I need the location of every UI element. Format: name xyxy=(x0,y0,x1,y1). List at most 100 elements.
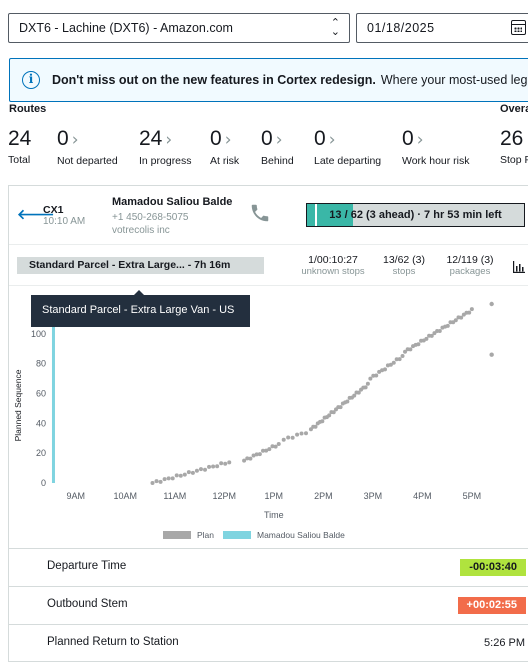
plan-point xyxy=(394,357,399,362)
route-stat-value: 24 xyxy=(8,127,32,150)
plan-point xyxy=(251,453,256,458)
plan-point xyxy=(281,437,286,442)
plan-point xyxy=(264,448,269,453)
plan-point xyxy=(207,464,212,469)
route-stat-value: 0 › xyxy=(57,127,79,151)
route-stat[interactable]: 0 › At risk xyxy=(210,127,240,168)
plan-point xyxy=(198,467,203,472)
date-value: 01/18/2025 xyxy=(367,21,435,35)
plan-point xyxy=(273,444,278,449)
plan-point xyxy=(190,470,195,475)
plan-point xyxy=(356,390,361,395)
route-stat-value: 24 › xyxy=(139,127,173,151)
plan-point xyxy=(469,307,474,312)
plan-chip[interactable]: Standard Parcel - Extra Large... - 7h 16… xyxy=(17,257,264,274)
bar-chart-icon[interactable] xyxy=(513,261,525,273)
plan-point xyxy=(254,452,259,457)
route-stat-label: Late departing xyxy=(314,155,382,167)
route-stat[interactable]: 24 › In progress xyxy=(139,127,192,168)
y-tick-label: 80 xyxy=(36,359,46,369)
station-select[interactable]: DXT6 - Lachine (DXT6) - Amazon.com ⌃ ⌄ xyxy=(8,13,350,43)
plan-point xyxy=(345,399,350,404)
back-arrow-icon[interactable]: 🡐 xyxy=(17,206,55,222)
route-stat[interactable]: 0 › Work hour risk xyxy=(402,128,470,168)
departure-time-badge: -00:03:40 xyxy=(460,559,526,576)
phone-icon[interactable] xyxy=(249,202,271,224)
plan-point xyxy=(377,369,382,374)
info-banner: i Don't miss out on the new features in … xyxy=(9,58,528,102)
route-card: 🡐 CX1 10:10 AM Mamadou Saliou Balde +1 4… xyxy=(8,185,528,662)
plan-point xyxy=(227,460,232,465)
progress-fill xyxy=(307,204,353,226)
chevron-right-icon[interactable]: › xyxy=(71,130,79,150)
banner-bold-text: Don't miss out on the new features in Co… xyxy=(52,73,376,87)
route-stat-label: Work hour risk xyxy=(402,155,470,167)
plan-point xyxy=(308,427,313,432)
plan-point xyxy=(219,461,224,466)
plan-point xyxy=(303,431,308,436)
driver-company: votrecolis inc xyxy=(112,225,170,236)
overall-heading: Overa xyxy=(500,103,528,115)
stops-label: stops xyxy=(392,266,416,277)
plan-point xyxy=(382,367,387,372)
banner-rest-text: Where your most-used legacy- xyxy=(380,73,528,87)
actual-series-bar xyxy=(51,315,55,483)
date-field[interactable]: 01/18/2025 xyxy=(356,13,528,43)
plan-point xyxy=(270,444,275,449)
route-stat-label: Not departed xyxy=(57,155,118,167)
planned-return-value: 5:26 PM xyxy=(484,637,525,649)
plan-point xyxy=(453,318,458,323)
x-tick-label: 5PM xyxy=(463,491,482,501)
legend-actual-swatch xyxy=(223,531,251,539)
planned-sequence-chart: 0 20 40 60 80 100 9AM 10AM 11AM 12PM 1PM 2PM 3PM 4PM 5… xyxy=(13,301,494,540)
planned-return-row: Planned Return to Station 5:26 PM xyxy=(9,624,528,662)
driver-name[interactable]: Mamadou Saliou Balde xyxy=(112,196,233,208)
chevron-right-icon[interactable]: › xyxy=(224,130,232,150)
plan-point xyxy=(408,347,413,352)
plan-point xyxy=(331,410,336,415)
packages-value: 12/119 (3) xyxy=(446,254,494,266)
route-stat-value: 0 › xyxy=(314,127,336,151)
planned-return-label: Planned Return to Station xyxy=(47,636,179,648)
plan-point xyxy=(400,354,405,359)
route-stat[interactable]: 0 › Behind xyxy=(261,128,294,168)
plan-point xyxy=(374,373,379,378)
x-axis-label: Time xyxy=(264,510,284,520)
route-stat-value: 0 › xyxy=(210,127,232,151)
plan-point xyxy=(267,447,272,452)
legend-actual-label: Mamadou Saliou Balde xyxy=(257,530,345,540)
plan-point xyxy=(242,458,247,463)
plan-point xyxy=(363,385,368,390)
plan-point xyxy=(215,464,220,469)
route-header: 🡐 CX1 10:10 AM Mamadou Saliou Balde +1 4… xyxy=(9,186,528,245)
plan-tooltip: Standard Parcel - Extra Large Van - US xyxy=(31,290,250,327)
x-tick-label: 11AM xyxy=(163,491,186,501)
x-tick-label: 12PM xyxy=(213,491,237,501)
plan-point xyxy=(313,424,318,429)
chevron-right-icon[interactable]: › xyxy=(165,130,173,150)
route-stat[interactable]: 0 › Not departed xyxy=(57,127,118,168)
station-select-value: DXT6 - Lachine (DXT6) - Amazon.com xyxy=(19,21,233,35)
plan-point xyxy=(223,461,228,466)
chevron-right-icon[interactable]: › xyxy=(328,130,336,150)
plan-point xyxy=(338,405,343,410)
outbound-stem-row: Outbound Stem +00:02:55 xyxy=(9,586,528,624)
plan-point xyxy=(397,357,402,362)
unknown-stops-value: 1/00:10:27 xyxy=(308,254,358,266)
plan-point xyxy=(489,352,494,357)
y-axis-label: Planned Sequence xyxy=(13,369,23,441)
stops-value: 13/62 (3) xyxy=(382,254,426,266)
plan-point xyxy=(403,349,408,354)
chevron-right-icon[interactable]: › xyxy=(275,130,283,150)
plan-point xyxy=(371,373,376,378)
route-stat-label: At risk xyxy=(210,155,240,167)
route-stat-label: Stop P xyxy=(500,154,528,166)
plan-point xyxy=(391,360,396,365)
plan-point xyxy=(467,310,472,315)
plan-point xyxy=(166,476,171,481)
plan-point xyxy=(365,381,370,386)
chevron-right-icon[interactable]: › xyxy=(416,130,424,150)
calendar-icon[interactable] xyxy=(511,20,526,35)
route-code: CX1 xyxy=(43,204,64,216)
route-stat[interactable]: 0 › Late departing xyxy=(314,127,382,168)
